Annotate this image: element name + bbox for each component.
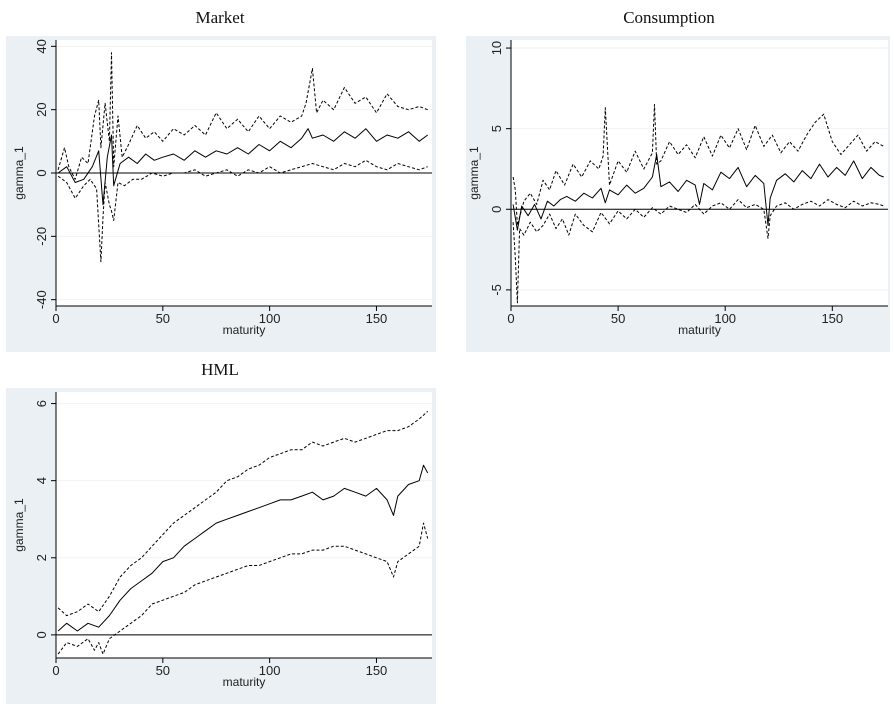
consumption-confidence-bound-line	[512, 199, 884, 304]
market-y-axis-title: gamma_1	[12, 146, 26, 200]
consumption-x-tick-label: 100	[714, 311, 736, 326]
hml-confidence-bound-line	[57, 410, 429, 617]
hml-plot-area	[56, 392, 432, 658]
market-x-axis-title: maturity	[223, 323, 266, 337]
hml-x-tick-label: 150	[366, 663, 388, 678]
consumption-x-tick-label: 150	[821, 311, 843, 326]
hml-x-tick-label: 50	[156, 663, 170, 678]
market-chart: 0 50 100 150 -40 -20 0 20 40 maturity gamma_1	[12, 39, 432, 337]
market-y-tick-label: -20	[34, 227, 49, 246]
hml-panel: HML 0 50 100 150 0 2 4 6 maturity gamma_1	[0, 356, 440, 705]
consumption-chart: 0 50 100 150 -5 0 5 10 maturity gamma_1	[467, 40, 888, 337]
market-y-tick-label: -40	[34, 290, 49, 309]
consumption-x-axis-title: maturity	[678, 323, 721, 337]
market-panel: Market 0 50 100 150 -40 -20 0 20 40 maturity gamma…	[0, 0, 440, 352]
market-confidence-bound-line	[57, 159, 428, 263]
market-x-tick-label: 0	[52, 311, 59, 326]
market-x-tick-label: 100	[259, 311, 281, 326]
consumption-y-tick-label: 10	[489, 41, 504, 55]
hml-y-tick-label: 0	[34, 631, 49, 638]
market-y-tick-label: 40	[34, 39, 49, 53]
hml-y-tick-label: 2	[34, 554, 49, 561]
consumption-estimate-line	[512, 154, 884, 231]
hml-x-axis-title: maturity	[223, 675, 266, 689]
hml-confidence-bound-line	[57, 522, 429, 655]
consumption-confidence-bound-line	[512, 104, 884, 226]
consumption-x-tick-label: 50	[611, 311, 625, 326]
hml-y-tick-label: 4	[34, 477, 49, 484]
consumption-y-tick-label: 0	[489, 206, 504, 213]
hml-y-axis-title: gamma_1	[12, 498, 26, 552]
market-title: Market	[195, 8, 245, 27]
hml-title: HML	[201, 360, 239, 379]
consumption-panel: Consumption 0 50 100 150 -5 0 5 10 maturity gamma…	[444, 0, 894, 352]
consumption-x-tick-label: 0	[507, 311, 514, 326]
market-x-tick-label: 150	[366, 311, 388, 326]
hml-chart: 0 50 100 150 0 2 4 6 maturity gamma_1	[12, 392, 432, 689]
consumption-y-tick-label: -5	[489, 284, 504, 296]
consumption-y-axis-title: gamma_1	[467, 146, 481, 200]
hml-y-tick-label: 6	[34, 400, 49, 407]
consumption-title: Consumption	[623, 8, 715, 27]
hml-x-tick-label: 100	[259, 663, 281, 678]
consumption-y-tick-label: 5	[489, 125, 504, 132]
market-y-tick-label: 20	[34, 102, 49, 116]
market-x-tick-label: 50	[156, 311, 170, 326]
market-estimate-line	[57, 128, 428, 206]
hml-x-tick-label: 0	[52, 663, 59, 678]
hml-estimate-line	[57, 464, 429, 632]
market-y-tick-label: 0	[34, 169, 49, 176]
